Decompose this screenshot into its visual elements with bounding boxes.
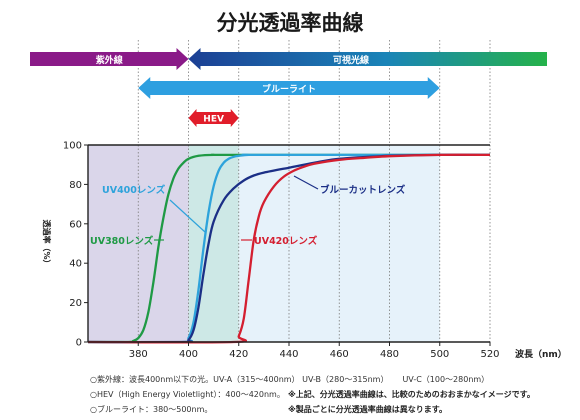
series-line-1 xyxy=(87,153,490,344)
series-lines xyxy=(87,153,491,344)
note-blue: ○ブルーライト：380～500nm。 xyxy=(90,405,213,414)
y-tick-label-80: 80 xyxy=(69,180,82,191)
series-leader-2 xyxy=(293,175,319,190)
x-axis-label: 波長（nm） xyxy=(515,348,567,360)
series-labels: UV380レンズ UV400レンズ ブルーカットレンズ UV420レンズ xyxy=(90,175,406,247)
band-arrow-uv xyxy=(30,48,189,70)
y-tick-label-20: 20 xyxy=(69,298,82,309)
chart-title: 分光透過率曲線 xyxy=(217,11,364,35)
band-arrow-visible xyxy=(188,48,547,70)
y-tick-label-0: 0 xyxy=(76,338,82,349)
series-label-1: UV400レンズ xyxy=(102,184,166,196)
notes-right: ※上記、分光透過率曲線は、比較のためのおおまかなイメージです。 ※製品ごとに分光… xyxy=(288,387,535,417)
note-uv-line: ○紫外線：波長400nm以下の光。UV-A（315～400nm） UV-B（28… xyxy=(90,372,489,387)
axes: 0 20 40 60 80 100 380 400 420 440 460 480 500 520 波長（n… xyxy=(42,141,567,361)
note-uvc: UV-C（100～280nm） xyxy=(402,375,490,384)
note-hev: ○HEV（High Energy Violetlight）：400～420nm。 xyxy=(90,390,285,399)
y-axis-label: 透過率（%） xyxy=(42,219,52,267)
x-tick-label-520: 520 xyxy=(480,349,499,360)
band-label-bluelight: ブルーライト xyxy=(262,83,316,95)
series-label-0: UV380レンズ xyxy=(90,235,154,247)
band-label-uv: 紫外線 xyxy=(96,54,123,66)
band-label-visible: 可視光線 xyxy=(333,54,369,66)
series-label-2: ブルーカットレンズ xyxy=(320,184,406,196)
y-tick-label-100: 100 xyxy=(63,141,82,152)
notes-left: ○紫外線：波長400nm以下の光。UV-A（315～400nm） UV-B（28… xyxy=(90,372,489,417)
series-label-3: UV420レンズ xyxy=(254,235,318,247)
note-remark-2: ※製品ごとに分光透過率曲線は異なります。 xyxy=(288,405,447,414)
x-tick-label-420: 420 xyxy=(229,349,248,360)
y-tick-label-60: 60 xyxy=(69,219,82,230)
series-leader-1 xyxy=(169,199,206,233)
band-arrow-bluelight xyxy=(138,77,440,99)
series-line-3 xyxy=(87,153,491,344)
x-tick-label-380: 380 xyxy=(129,349,148,360)
series-line-0 xyxy=(87,153,490,344)
band-label-hev: HEV xyxy=(203,115,224,125)
x-tick-label-400: 400 xyxy=(179,349,198,360)
x-tick-label-480: 480 xyxy=(380,349,399,360)
band-arrow-hev xyxy=(188,109,239,127)
x-tick-label-500: 500 xyxy=(430,349,449,360)
x-tick-label-440: 440 xyxy=(279,349,298,360)
note-uv: ○紫外線：波長400nm以下の光。UV-A（315～400nm） UV-B（28… xyxy=(90,375,389,384)
y-tick-label-40: 40 xyxy=(69,259,82,270)
note-remark-1: ※上記、分光透過率曲線は、比較のためのおおまかなイメージです。 xyxy=(288,390,535,399)
x-tick-label-460: 460 xyxy=(330,349,349,360)
